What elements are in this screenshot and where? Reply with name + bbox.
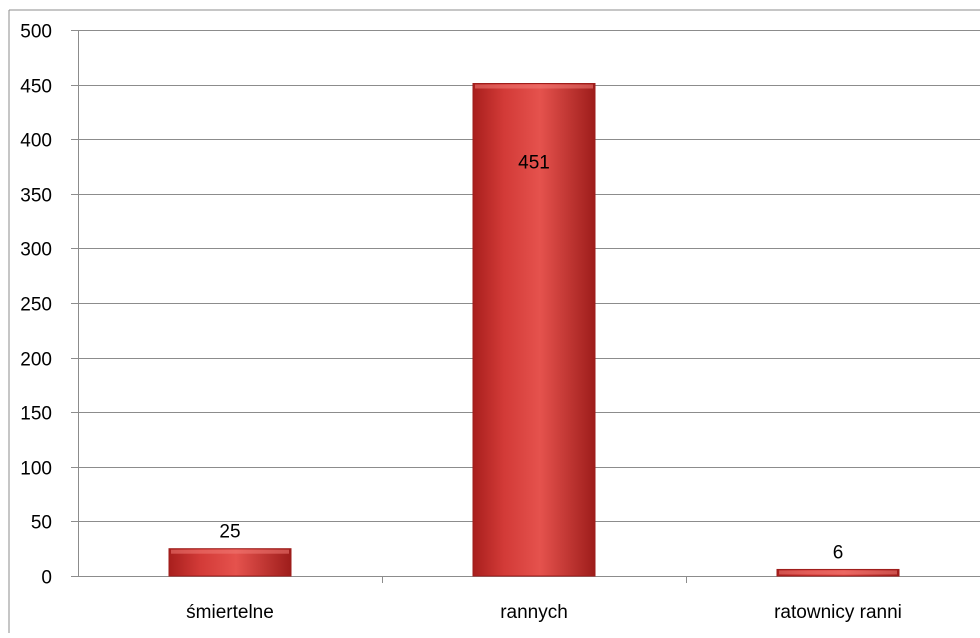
data-label: 6 xyxy=(833,542,844,563)
y-tick-label: 400 xyxy=(20,131,52,152)
y-tick-label: 350 xyxy=(20,186,52,207)
data-label: 25 xyxy=(219,522,240,543)
y-tick-label: 300 xyxy=(20,240,52,261)
data-labels: 25 451 6 xyxy=(219,153,843,564)
y-tick-label: 0 xyxy=(41,568,52,589)
y-tick-label: 50 xyxy=(31,513,52,534)
y-tick-labels: 0 50 100 150 200 250 300 350 400 450 500 xyxy=(20,22,52,589)
data-label: 451 xyxy=(518,153,550,174)
y-tick-label: 200 xyxy=(20,350,52,371)
x-tick-label: ratownicy ranni xyxy=(774,602,902,623)
bar-highlight xyxy=(171,549,289,554)
bars xyxy=(168,83,900,577)
x-tick-label: rannych xyxy=(500,602,568,623)
y-tick-label: 450 xyxy=(20,77,52,98)
y-tick-label: 100 xyxy=(20,459,52,480)
x-tick-label: śmiertelne xyxy=(186,602,274,623)
y-tick-label: 500 xyxy=(20,22,52,43)
x-tick-labels: śmiertelne rannych ratownicy ranni xyxy=(186,602,902,623)
bar-highlight xyxy=(475,84,593,89)
y-tick-label: 250 xyxy=(20,295,52,316)
bar-1 xyxy=(472,83,596,577)
y-tick-label: 150 xyxy=(20,404,52,425)
bar-highlight xyxy=(779,570,897,575)
